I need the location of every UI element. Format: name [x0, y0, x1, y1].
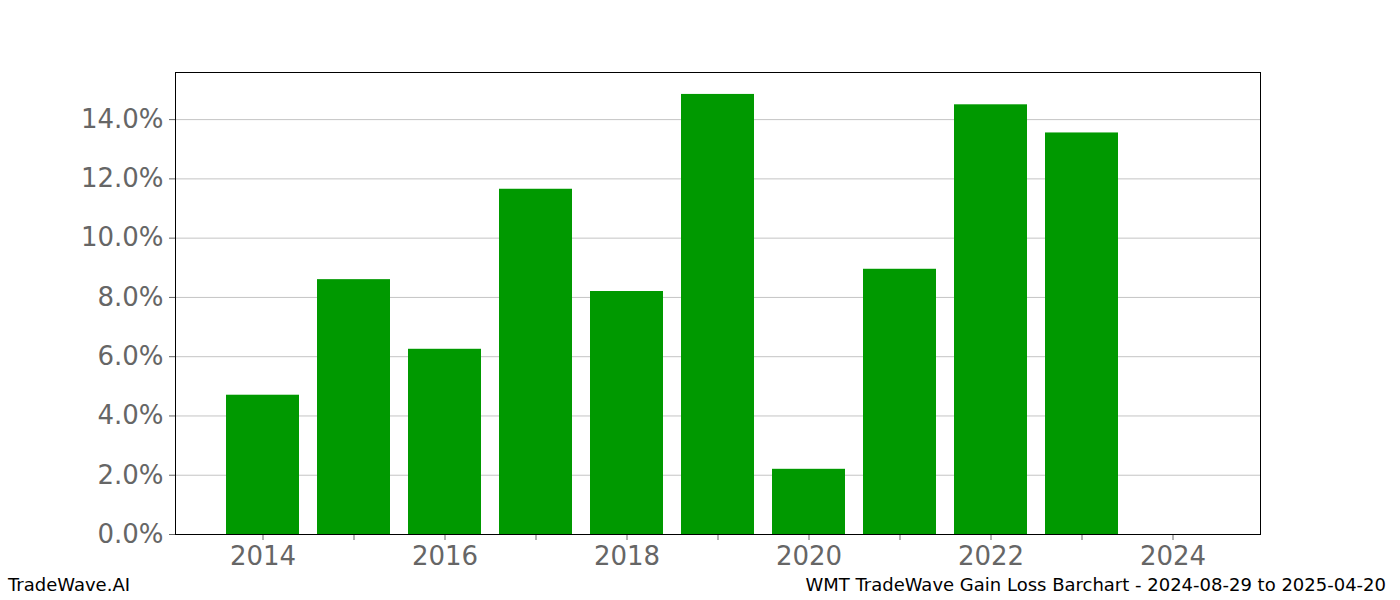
svg-text:4.0%: 4.0% — [97, 400, 163, 430]
svg-text:2022: 2022 — [958, 541, 1024, 571]
svg-text:0.0%: 0.0% — [97, 519, 163, 549]
svg-text:2016: 2016 — [412, 541, 478, 571]
svg-text:12.0%: 12.0% — [81, 163, 164, 193]
svg-text:14.0%: 14.0% — [81, 104, 164, 134]
html-text:TradeWave.AI: TradeWave.AI — [8, 574, 130, 595]
svg-text:2014: 2014 — [230, 541, 296, 571]
svg-text:2024: 2024 — [1140, 541, 1206, 571]
svg-text:2020: 2020 — [776, 541, 842, 571]
html-text:WMT TradeWave Gain Loss Barcha: WMT TradeWave Gain Loss Barchart - 2024-… — [805, 574, 1386, 595]
svg-text:2.0%: 2.0% — [97, 460, 163, 490]
svg-text:10.0%: 10.0% — [81, 222, 164, 252]
svg-text:6.0%: 6.0% — [97, 341, 163, 371]
svg-text:2018: 2018 — [594, 541, 660, 571]
svg-text:8.0%: 8.0% — [97, 282, 163, 312]
